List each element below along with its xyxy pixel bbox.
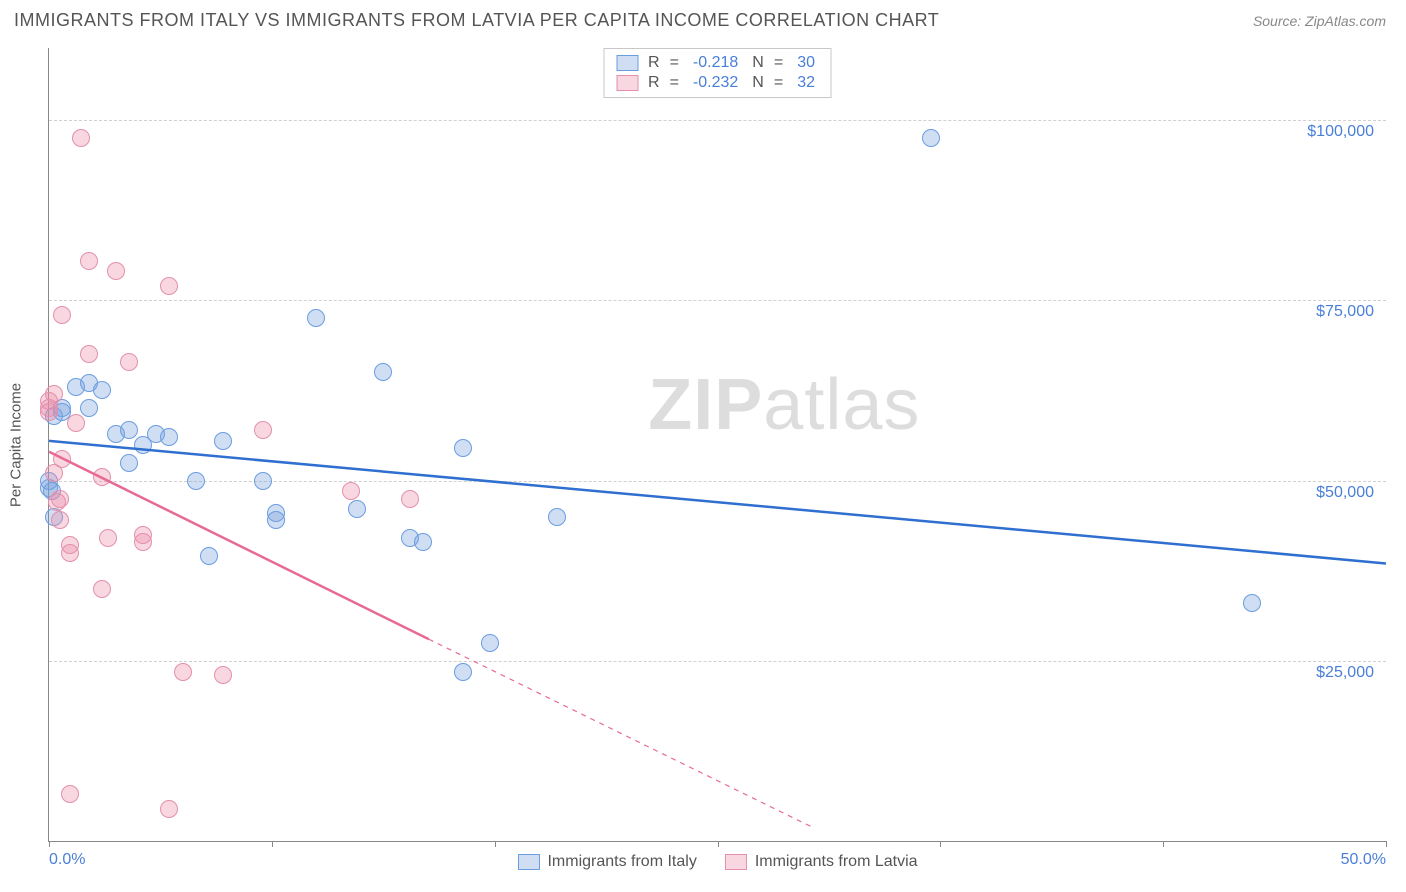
swatch-italy-bottom — [517, 854, 539, 870]
legend-row-italy: R = -0.218 N = 30 — [616, 53, 819, 73]
series-name-0: Immigrants from Italy — [547, 853, 696, 871]
swatch-italy — [616, 55, 638, 71]
data-point — [254, 421, 272, 439]
data-point — [99, 529, 117, 547]
legend-row-latvia: R = -0.232 N = 32 — [616, 73, 819, 93]
gridline — [49, 120, 1386, 121]
data-point — [160, 800, 178, 818]
y-tick-label: $25,000 — [1316, 664, 1374, 682]
y-tick-label: $75,000 — [1316, 303, 1374, 321]
series-name-1: Immigrants from Latvia — [755, 853, 918, 871]
data-point — [160, 428, 178, 446]
gridline — [49, 661, 1386, 662]
data-point — [51, 490, 69, 508]
data-point — [348, 500, 366, 518]
data-point — [214, 432, 232, 450]
data-point — [267, 511, 285, 529]
x-tick — [718, 841, 719, 847]
data-point — [80, 399, 98, 417]
data-point — [61, 544, 79, 562]
data-point — [80, 252, 98, 270]
source-prefix: Source: — [1253, 13, 1305, 29]
y-tick-label: $50,000 — [1316, 484, 1374, 502]
data-point — [120, 421, 138, 439]
r-label-0: R — [648, 54, 660, 72]
plot-region: ZIPatlas R = -0.218 N = 30 R = -0.232 N … — [48, 48, 1386, 842]
chart-area: Per Capita Income ZIPatlas R = -0.218 N … — [48, 48, 1386, 842]
data-point — [134, 533, 152, 551]
x-tick — [49, 841, 50, 847]
watermark-atlas: atlas — [763, 365, 920, 445]
data-point — [401, 490, 419, 508]
data-point — [53, 450, 71, 468]
legend-item-italy: Immigrants from Italy — [517, 853, 696, 871]
data-point — [1243, 594, 1261, 612]
n-value-0: 30 — [797, 54, 815, 72]
data-point — [80, 345, 98, 363]
data-point — [454, 439, 472, 457]
data-point — [214, 666, 232, 684]
data-point — [120, 454, 138, 472]
x-tick — [940, 841, 941, 847]
source-attribution: Source: ZipAtlas.com — [1253, 13, 1386, 29]
swatch-latvia-bottom — [725, 854, 747, 870]
data-point — [120, 353, 138, 371]
data-point — [454, 663, 472, 681]
data-point — [200, 547, 218, 565]
gridline — [49, 481, 1386, 482]
x-tick — [272, 841, 273, 847]
data-point — [548, 508, 566, 526]
data-point — [187, 472, 205, 490]
n-label-1: N — [752, 74, 764, 92]
watermark-zip: ZIP — [648, 365, 763, 445]
data-point — [481, 634, 499, 652]
r-label-1: R — [648, 74, 660, 92]
data-point — [93, 580, 111, 598]
header: IMMIGRANTS FROM ITALY VS IMMIGRANTS FROM… — [0, 0, 1406, 37]
regression-lines — [49, 48, 1386, 841]
data-point — [51, 511, 69, 529]
data-point — [53, 306, 71, 324]
x-min-label: 0.0% — [49, 851, 85, 869]
chart-title: IMMIGRANTS FROM ITALY VS IMMIGRANTS FROM… — [14, 10, 939, 31]
legend-item-latvia: Immigrants from Latvia — [725, 853, 918, 871]
correlation-legend: R = -0.218 N = 30 R = -0.232 N = 32 — [603, 48, 832, 98]
swatch-latvia — [616, 75, 638, 91]
data-point — [254, 472, 272, 490]
data-point — [61, 785, 79, 803]
r-value-0: -0.218 — [693, 54, 738, 72]
x-tick — [1163, 841, 1164, 847]
n-label-0: N — [752, 54, 764, 72]
watermark: ZIPatlas — [648, 364, 920, 446]
x-max-label: 50.0% — [1341, 851, 1386, 869]
data-point — [922, 129, 940, 147]
data-point — [307, 309, 325, 327]
data-point — [107, 262, 125, 280]
gridline — [49, 300, 1386, 301]
source-name: ZipAtlas.com — [1305, 13, 1386, 29]
x-tick — [495, 841, 496, 847]
y-axis-label: Per Capita Income — [8, 383, 25, 507]
data-point — [72, 129, 90, 147]
data-point — [174, 663, 192, 681]
data-point — [67, 414, 85, 432]
data-point — [414, 533, 432, 551]
y-tick-label: $100,000 — [1307, 123, 1374, 141]
data-point — [160, 277, 178, 295]
data-point — [93, 381, 111, 399]
data-point — [93, 468, 111, 486]
r-value-1: -0.232 — [693, 74, 738, 92]
series-legend: Immigrants from Italy Immigrants from La… — [517, 853, 917, 871]
n-value-1: 32 — [797, 74, 815, 92]
data-point — [45, 385, 63, 403]
data-point — [342, 482, 360, 500]
x-tick — [1386, 841, 1387, 847]
data-point — [374, 363, 392, 381]
